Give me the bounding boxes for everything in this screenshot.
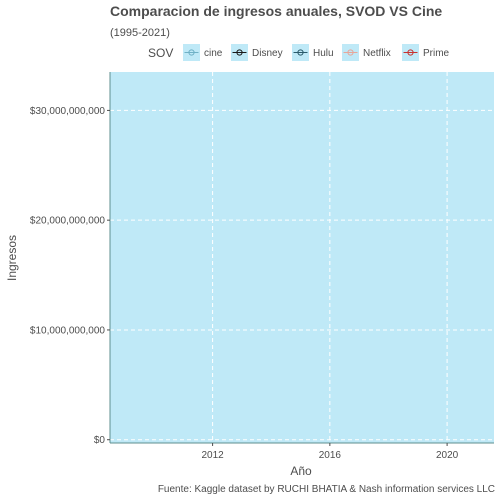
- y-tick-label: $20,000,000,000: [30, 216, 106, 227]
- legend-title: SOV: [148, 46, 173, 60]
- y-axis-ticks: $0 $10,000,000,000 $20,000,000,000 $30,000,…: [30, 106, 110, 446]
- legend-point-prime: [407, 49, 414, 56]
- legend-point-disney: [236, 49, 243, 56]
- x-tick-label: 2020: [436, 450, 459, 461]
- legend-label-hulu: Hulu: [313, 48, 334, 59]
- legend: cine Disney Hulu Netflix Prime: [183, 44, 450, 61]
- x-tick-label: 2012: [201, 450, 224, 461]
- legend-point-hulu: [297, 49, 304, 56]
- grid-lines: [110, 72, 494, 443]
- legend-label-disney: Disney: [252, 48, 283, 59]
- x-axis-ticks: 2012 2016 2020: [201, 443, 459, 461]
- y-tick-label: $10,000,000,000: [30, 325, 106, 336]
- y-tick-label: $30,000,000,000: [30, 106, 106, 117]
- chart-title: Comparacion de ingresos anuales, SVOD VS…: [110, 3, 442, 19]
- y-axis-title: Ingresos: [5, 235, 19, 281]
- legend-point-cine: [188, 49, 195, 56]
- chart-subtitle: (1995-2021): [110, 27, 170, 39]
- x-tick-label: 2016: [319, 450, 342, 461]
- legend-label-cine: cine: [204, 48, 223, 59]
- chart-caption: Fuente: Kaggle dataset by RUCHI BHATIA &…: [158, 484, 495, 495]
- legend-point-netflix: [347, 49, 354, 56]
- plot-panel: [110, 72, 494, 443]
- legend-label-netflix: Netflix: [363, 48, 391, 59]
- y-tick-label: $0: [94, 435, 106, 446]
- x-axis-title: Año: [290, 464, 312, 478]
- legend-label-prime: Prime: [423, 48, 450, 59]
